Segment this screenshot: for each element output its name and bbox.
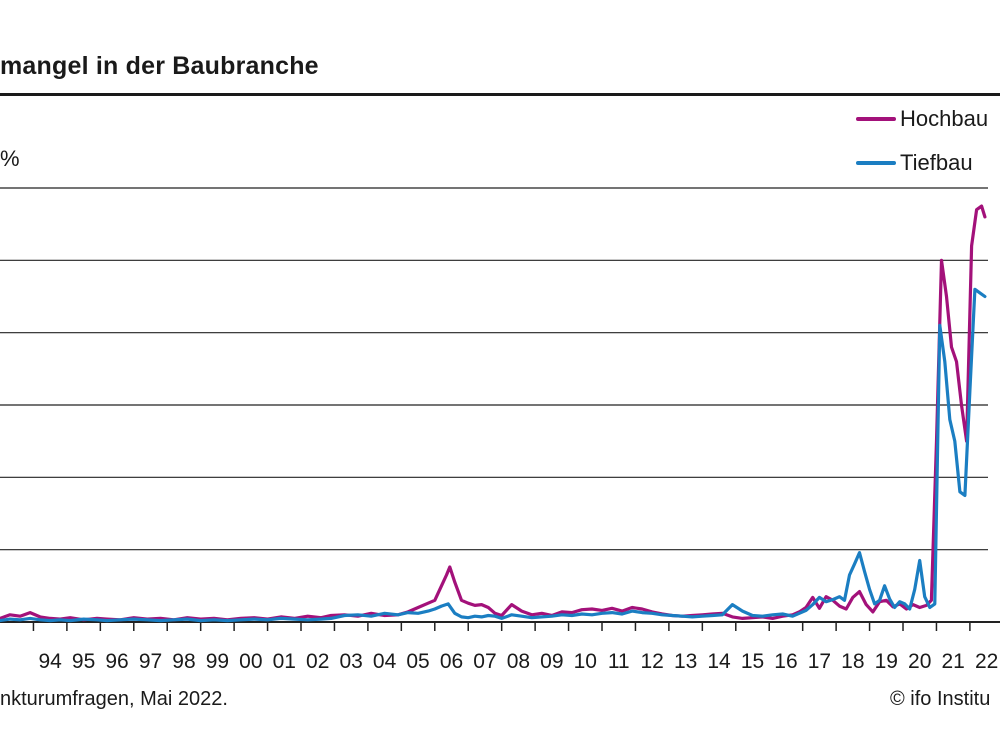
x-tick-label: 20 — [908, 650, 931, 673]
title-rule — [0, 93, 1000, 96]
x-tick-label: 06 — [440, 650, 463, 673]
x-tick-label: 97 — [139, 650, 162, 673]
x-tick-label: 05 — [406, 650, 429, 673]
x-tick-label: 00 — [239, 650, 262, 673]
series-line-hochbau — [0, 204, 987, 622]
legend-label-hochbau: Hochbau — [900, 106, 989, 131]
y-unit-label: % — [0, 146, 20, 171]
series-line-tiefbau — [0, 287, 987, 623]
x-tick-label: 98 — [172, 650, 195, 673]
x-tick-label: 15 — [741, 650, 764, 673]
x-tick-label: 21 — [941, 650, 964, 673]
x-tick-label: 11 — [608, 650, 630, 673]
x-tick-label: 04 — [373, 650, 397, 673]
x-tick-label: 03 — [339, 650, 362, 673]
legend-swatch-hochbau — [856, 117, 896, 121]
x-tick-label: 96 — [105, 650, 128, 673]
x-tick-label: 07 — [473, 650, 496, 673]
legend-item-tiefbau: Tiefbau — [856, 148, 973, 178]
copyright-note: © ifo Institu — [890, 688, 991, 710]
x-tick-label: 17 — [808, 650, 831, 673]
x-tick-label: 13 — [674, 650, 697, 673]
x-tick-label: 16 — [774, 650, 797, 673]
x-tick-label: 19 — [875, 650, 898, 673]
legend-label-tiefbau: Tiefbau — [900, 150, 973, 175]
x-tick-label: 09 — [540, 650, 563, 673]
chart-title: mangel in der Baubranche — [0, 52, 319, 80]
x-tick-label: 94 — [38, 650, 62, 673]
source-note: nkturumfragen, Mai 2022. — [0, 688, 228, 710]
x-tick-label: 18 — [841, 650, 864, 673]
legend-item-hochbau: Hochbau — [856, 104, 988, 134]
x-tick-label: 12 — [640, 650, 663, 673]
x-axis: 94 95 96 97 98 99 00 01 02 03 04 05 06 07 08 09 10 11 12 13… — [0, 621, 1000, 673]
x-tick-label: 14 — [707, 650, 731, 673]
series-layer — [0, 204, 987, 623]
x-tick-label: 22 — [975, 650, 998, 673]
x-tick-label: 01 — [273, 650, 296, 673]
x-tick-label: 02 — [306, 650, 329, 673]
grid-layer — [0, 187, 988, 551]
x-tick-label: 95 — [72, 650, 95, 673]
x-tick-label: 08 — [507, 650, 530, 673]
legend-swatch-tiefbau — [856, 161, 896, 165]
x-tick-label: 99 — [206, 650, 229, 673]
x-tick-label: 10 — [574, 650, 597, 673]
